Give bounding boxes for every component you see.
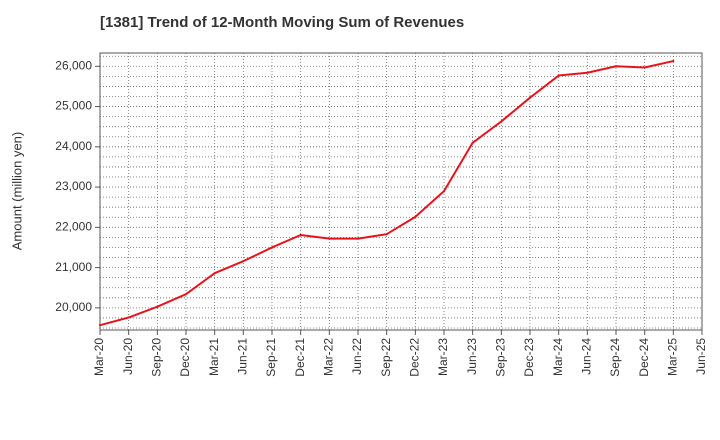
x-tick-label: Jun-22 <box>350 338 364 375</box>
x-tick-label: Mar-21 <box>207 338 221 376</box>
y-tick-label: 26,000 <box>55 58 92 72</box>
y-tick-label: 21,000 <box>55 260 92 274</box>
x-tick-label: Dec-21 <box>293 338 307 377</box>
y-tick-label: 24,000 <box>55 139 92 153</box>
x-tick-label: Mar-24 <box>551 338 565 376</box>
x-tick-label: Dec-22 <box>408 338 422 377</box>
y-tick-label: 20,000 <box>55 300 92 314</box>
x-tick-label: Sep-21 <box>264 338 278 377</box>
y-tick-label: 25,000 <box>55 99 92 113</box>
data-point <box>414 215 417 218</box>
data-point <box>299 233 302 236</box>
data-point <box>357 237 359 240</box>
x-tick-label: Jun-21 <box>236 338 250 375</box>
x-axis: Mar-20 Jun-20 Sep-20 Dec-20 Mar-21 Jun-21 Sep-… <box>92 330 708 377</box>
y-tick-label: 22,000 <box>55 220 92 234</box>
data-point <box>529 96 531 99</box>
x-tick-label: Sep-24 <box>608 338 622 377</box>
data-point <box>185 293 187 296</box>
data-point <box>328 237 331 240</box>
data-point <box>672 60 675 63</box>
plot-frame <box>99 52 703 331</box>
x-tick-label: Jun-25 <box>694 338 708 375</box>
y-tick-label: 23,000 <box>55 179 92 193</box>
data-point <box>500 120 503 123</box>
data-point <box>271 246 273 249</box>
plot-area <box>99 52 703 331</box>
data-point <box>242 260 245 263</box>
chart-title: [1381] Trend of 12-Month Moving Sum of R… <box>100 14 465 31</box>
x-tick-label: Dec-23 <box>522 338 536 377</box>
grid <box>100 53 702 330</box>
x-tick-label: Sep-22 <box>379 338 393 377</box>
x-tick-label: Dec-24 <box>637 338 651 377</box>
x-tick-label: Sep-23 <box>494 338 508 377</box>
data-point <box>127 316 130 319</box>
data-point <box>643 66 646 69</box>
x-tick-label: Dec-20 <box>178 338 192 377</box>
x-tick-label: Mar-25 <box>666 338 680 376</box>
series-layer <box>99 60 675 327</box>
data-point <box>586 71 589 74</box>
plot-background <box>100 53 702 330</box>
data-point <box>471 141 474 144</box>
data-point <box>156 305 159 308</box>
y-axis: 20,000 21,000 22,000 23,000 24,000 25,000 26,0… <box>55 58 100 314</box>
data-point <box>443 190 445 193</box>
data-point <box>99 324 101 327</box>
data-point <box>615 65 617 68</box>
x-tick-label: Jun-20 <box>121 338 135 375</box>
data-point <box>385 233 388 236</box>
x-tick-label: Sep-20 <box>150 338 164 377</box>
x-tick-label: Jun-23 <box>465 338 479 375</box>
data-point <box>557 74 560 77</box>
x-tick-label: Mar-22 <box>322 338 336 376</box>
x-tick-label: Mar-20 <box>92 338 106 376</box>
x-tick-label: Jun-24 <box>580 338 594 375</box>
x-tick-label: Mar-23 <box>436 338 450 376</box>
data-point <box>213 272 216 275</box>
y-axis-label: Amount (million yen) <box>9 132 24 251</box>
